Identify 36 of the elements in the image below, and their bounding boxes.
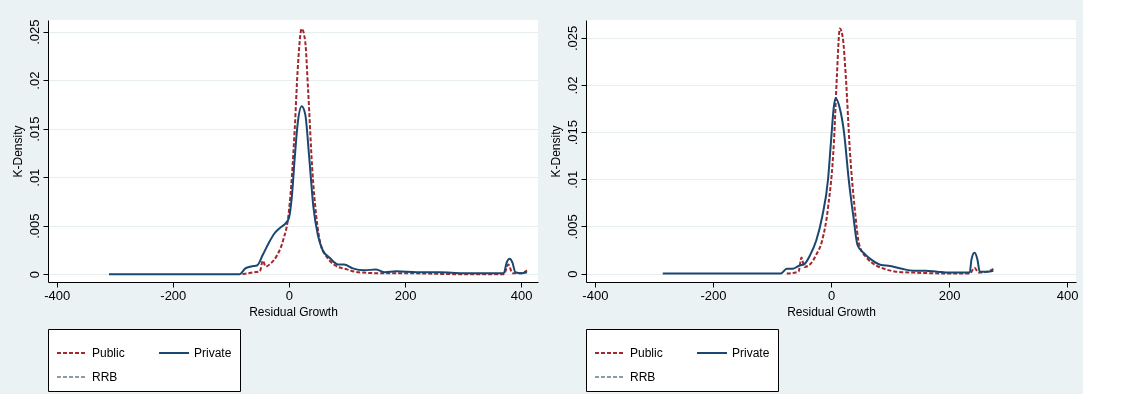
y-tick-label: .02 (564, 76, 580, 95)
x-axis-title: Residual Growth (249, 304, 338, 319)
x-tick-label: -200 (700, 287, 727, 303)
y-tick-label: .005 (564, 214, 580, 240)
y-tick-label: .02 (26, 71, 42, 90)
y-tick-label: .015 (564, 119, 580, 146)
legend-label: Private (732, 346, 770, 360)
x-tick-label: 200 (938, 287, 961, 303)
x-tick-label: 0 (827, 287, 836, 303)
y-tick-label: .025 (26, 19, 42, 45)
x-tick-label: 0 (285, 287, 294, 303)
legend-label: RRB (630, 370, 656, 384)
legend-label: Private (194, 346, 232, 360)
x-tick-label: -400 (582, 287, 609, 303)
y-tick-label: .015 (26, 116, 42, 142)
legend-label: Public (630, 346, 663, 360)
line-series (107, 105, 528, 276)
legend-label: RRB (92, 370, 118, 384)
x-tick-label: -400 (44, 287, 71, 303)
legend-label: Public (92, 346, 125, 360)
x-tick-label: 200 (394, 287, 417, 303)
line-series (661, 97, 995, 275)
y-tick-label: .01 (26, 168, 42, 187)
y-tick-label: .005 (26, 213, 42, 239)
x-axis-title: Residual Growth (787, 304, 876, 319)
x-tick-label: -200 (160, 287, 187, 303)
y-tick-label: 0 (26, 271, 42, 279)
line-series (241, 27, 528, 276)
x-tick-label: 400 (510, 287, 533, 303)
line-series (785, 27, 995, 275)
y-tick-label: 0 (564, 270, 580, 278)
y-axis-title: K-Density (548, 125, 563, 178)
y-tick-label: .025 (564, 25, 580, 52)
x-tick-label: 400 (1056, 287, 1079, 303)
y-tick-label: .01 (564, 170, 580, 189)
y-axis-title: K-Density (10, 125, 25, 178)
